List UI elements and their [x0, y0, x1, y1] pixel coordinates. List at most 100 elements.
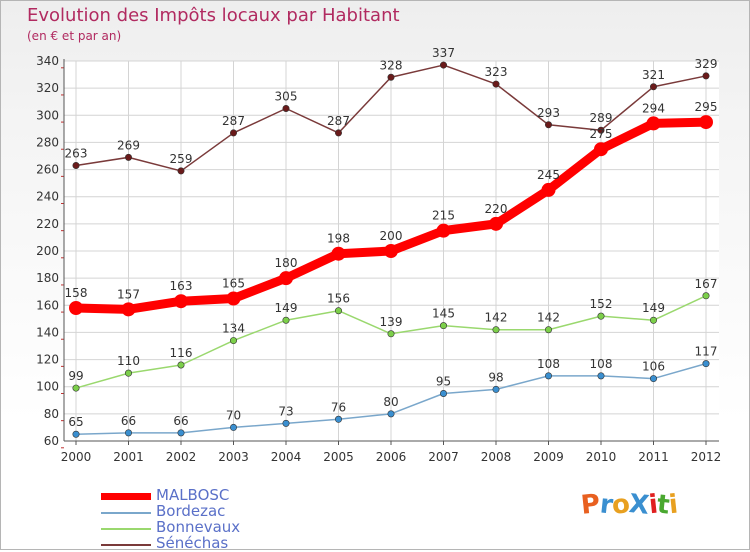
y-tick-label: 300 — [36, 108, 59, 122]
data-label: 98 — [488, 370, 503, 384]
x-tick-label: 2011 — [638, 450, 669, 464]
data-point — [334, 307, 342, 315]
y-tick-label: 120 — [36, 353, 59, 367]
legend-label: Bordezac — [156, 502, 226, 520]
data-point — [282, 105, 290, 113]
data-label: 66 — [173, 414, 188, 428]
data-label: 294 — [642, 101, 665, 115]
data-point — [439, 322, 447, 330]
data-point — [492, 385, 500, 393]
data-point — [334, 129, 342, 137]
data-point — [125, 369, 133, 377]
x-tick-label: 2006 — [376, 450, 407, 464]
data-label: 73 — [278, 404, 293, 418]
data-label: 149 — [642, 301, 665, 315]
data-label: 106 — [642, 360, 665, 374]
data-label: 149 — [275, 301, 298, 315]
legend-swatch — [101, 528, 151, 530]
data-label: 295 — [695, 100, 718, 114]
data-point — [436, 223, 451, 238]
data-point — [439, 61, 447, 69]
logo-letter: i — [667, 489, 680, 521]
data-label: 142 — [537, 311, 560, 325]
data-label: 275 — [590, 127, 613, 141]
data-label: 198 — [327, 232, 350, 246]
y-tick-label: 60 — [44, 434, 59, 448]
y-tick-label: 200 — [36, 244, 59, 258]
y-tick-label: 140 — [36, 325, 59, 339]
x-tick-label: 2001 — [113, 450, 144, 464]
data-point — [439, 389, 447, 397]
data-point — [646, 116, 661, 131]
data-label: 116 — [170, 346, 193, 360]
data-label: 180 — [275, 256, 298, 270]
data-point — [177, 361, 185, 369]
data-point — [334, 415, 342, 423]
data-point — [492, 80, 500, 88]
data-point — [702, 360, 710, 368]
brand-logo: ProXiti — [579, 489, 680, 521]
data-point — [282, 419, 290, 427]
data-point — [230, 337, 238, 345]
data-label: 157 — [117, 287, 140, 301]
data-label: 259 — [170, 152, 193, 166]
data-label: 245 — [537, 168, 560, 182]
data-point — [594, 142, 608, 157]
legend-label: Sénéchas — [156, 534, 229, 552]
data-point — [702, 72, 710, 80]
data-label: 108 — [590, 357, 613, 371]
data-label: 323 — [485, 65, 508, 79]
data-point — [282, 316, 290, 324]
y-tick-label: 160 — [36, 298, 59, 312]
data-point — [492, 326, 500, 334]
legend-swatch — [101, 544, 151, 546]
data-label: 167 — [695, 277, 718, 291]
x-tick-label: 2003 — [218, 450, 249, 464]
data-point — [331, 246, 346, 261]
y-tick-label: 100 — [36, 380, 59, 394]
x-tick-label: 2000 — [61, 450, 92, 464]
data-point — [544, 121, 552, 129]
data-point — [226, 291, 241, 306]
data-label: 328 — [380, 58, 403, 72]
data-point — [387, 410, 395, 418]
data-label: 165 — [222, 277, 245, 291]
data-label: 66 — [121, 414, 136, 428]
data-label: 145 — [432, 307, 455, 321]
data-point — [177, 167, 185, 175]
data-point — [699, 115, 713, 130]
data-label: 200 — [380, 229, 403, 243]
data-label: 287 — [222, 114, 245, 128]
data-point — [177, 429, 185, 437]
data-point — [72, 384, 80, 392]
data-label: 142 — [485, 311, 508, 325]
data-label: 65 — [68, 415, 83, 429]
data-point — [384, 244, 398, 258]
y-tick-label: 340 — [36, 54, 59, 68]
legend-label: Bonnevaux — [156, 518, 241, 536]
data-label: 220 — [485, 202, 508, 216]
data-point — [702, 292, 710, 300]
chart-title: Evolution des Impôts locaux par Habitant — [27, 5, 400, 26]
y-tick-label: 260 — [36, 163, 59, 177]
x-tick-label: 2010 — [586, 450, 617, 464]
data-label: 110 — [117, 354, 140, 368]
x-tick-label: 2002 — [166, 450, 197, 464]
data-label: 163 — [170, 279, 193, 293]
y-tick-label: 220 — [36, 217, 59, 231]
data-label: 287 — [327, 114, 350, 128]
x-tick-label: 2005 — [323, 450, 354, 464]
data-point — [230, 129, 238, 137]
data-label: 99 — [68, 369, 83, 383]
data-point — [279, 271, 293, 286]
chart-subtitle: (en € et par an) — [27, 29, 122, 43]
data-label: 329 — [695, 57, 718, 71]
data-point — [544, 326, 552, 334]
data-label: 269 — [117, 138, 140, 152]
data-point — [387, 330, 395, 338]
data-label: 70 — [226, 408, 241, 422]
data-point — [72, 430, 80, 438]
data-label: 263 — [65, 147, 88, 161]
data-label: 152 — [590, 297, 613, 311]
